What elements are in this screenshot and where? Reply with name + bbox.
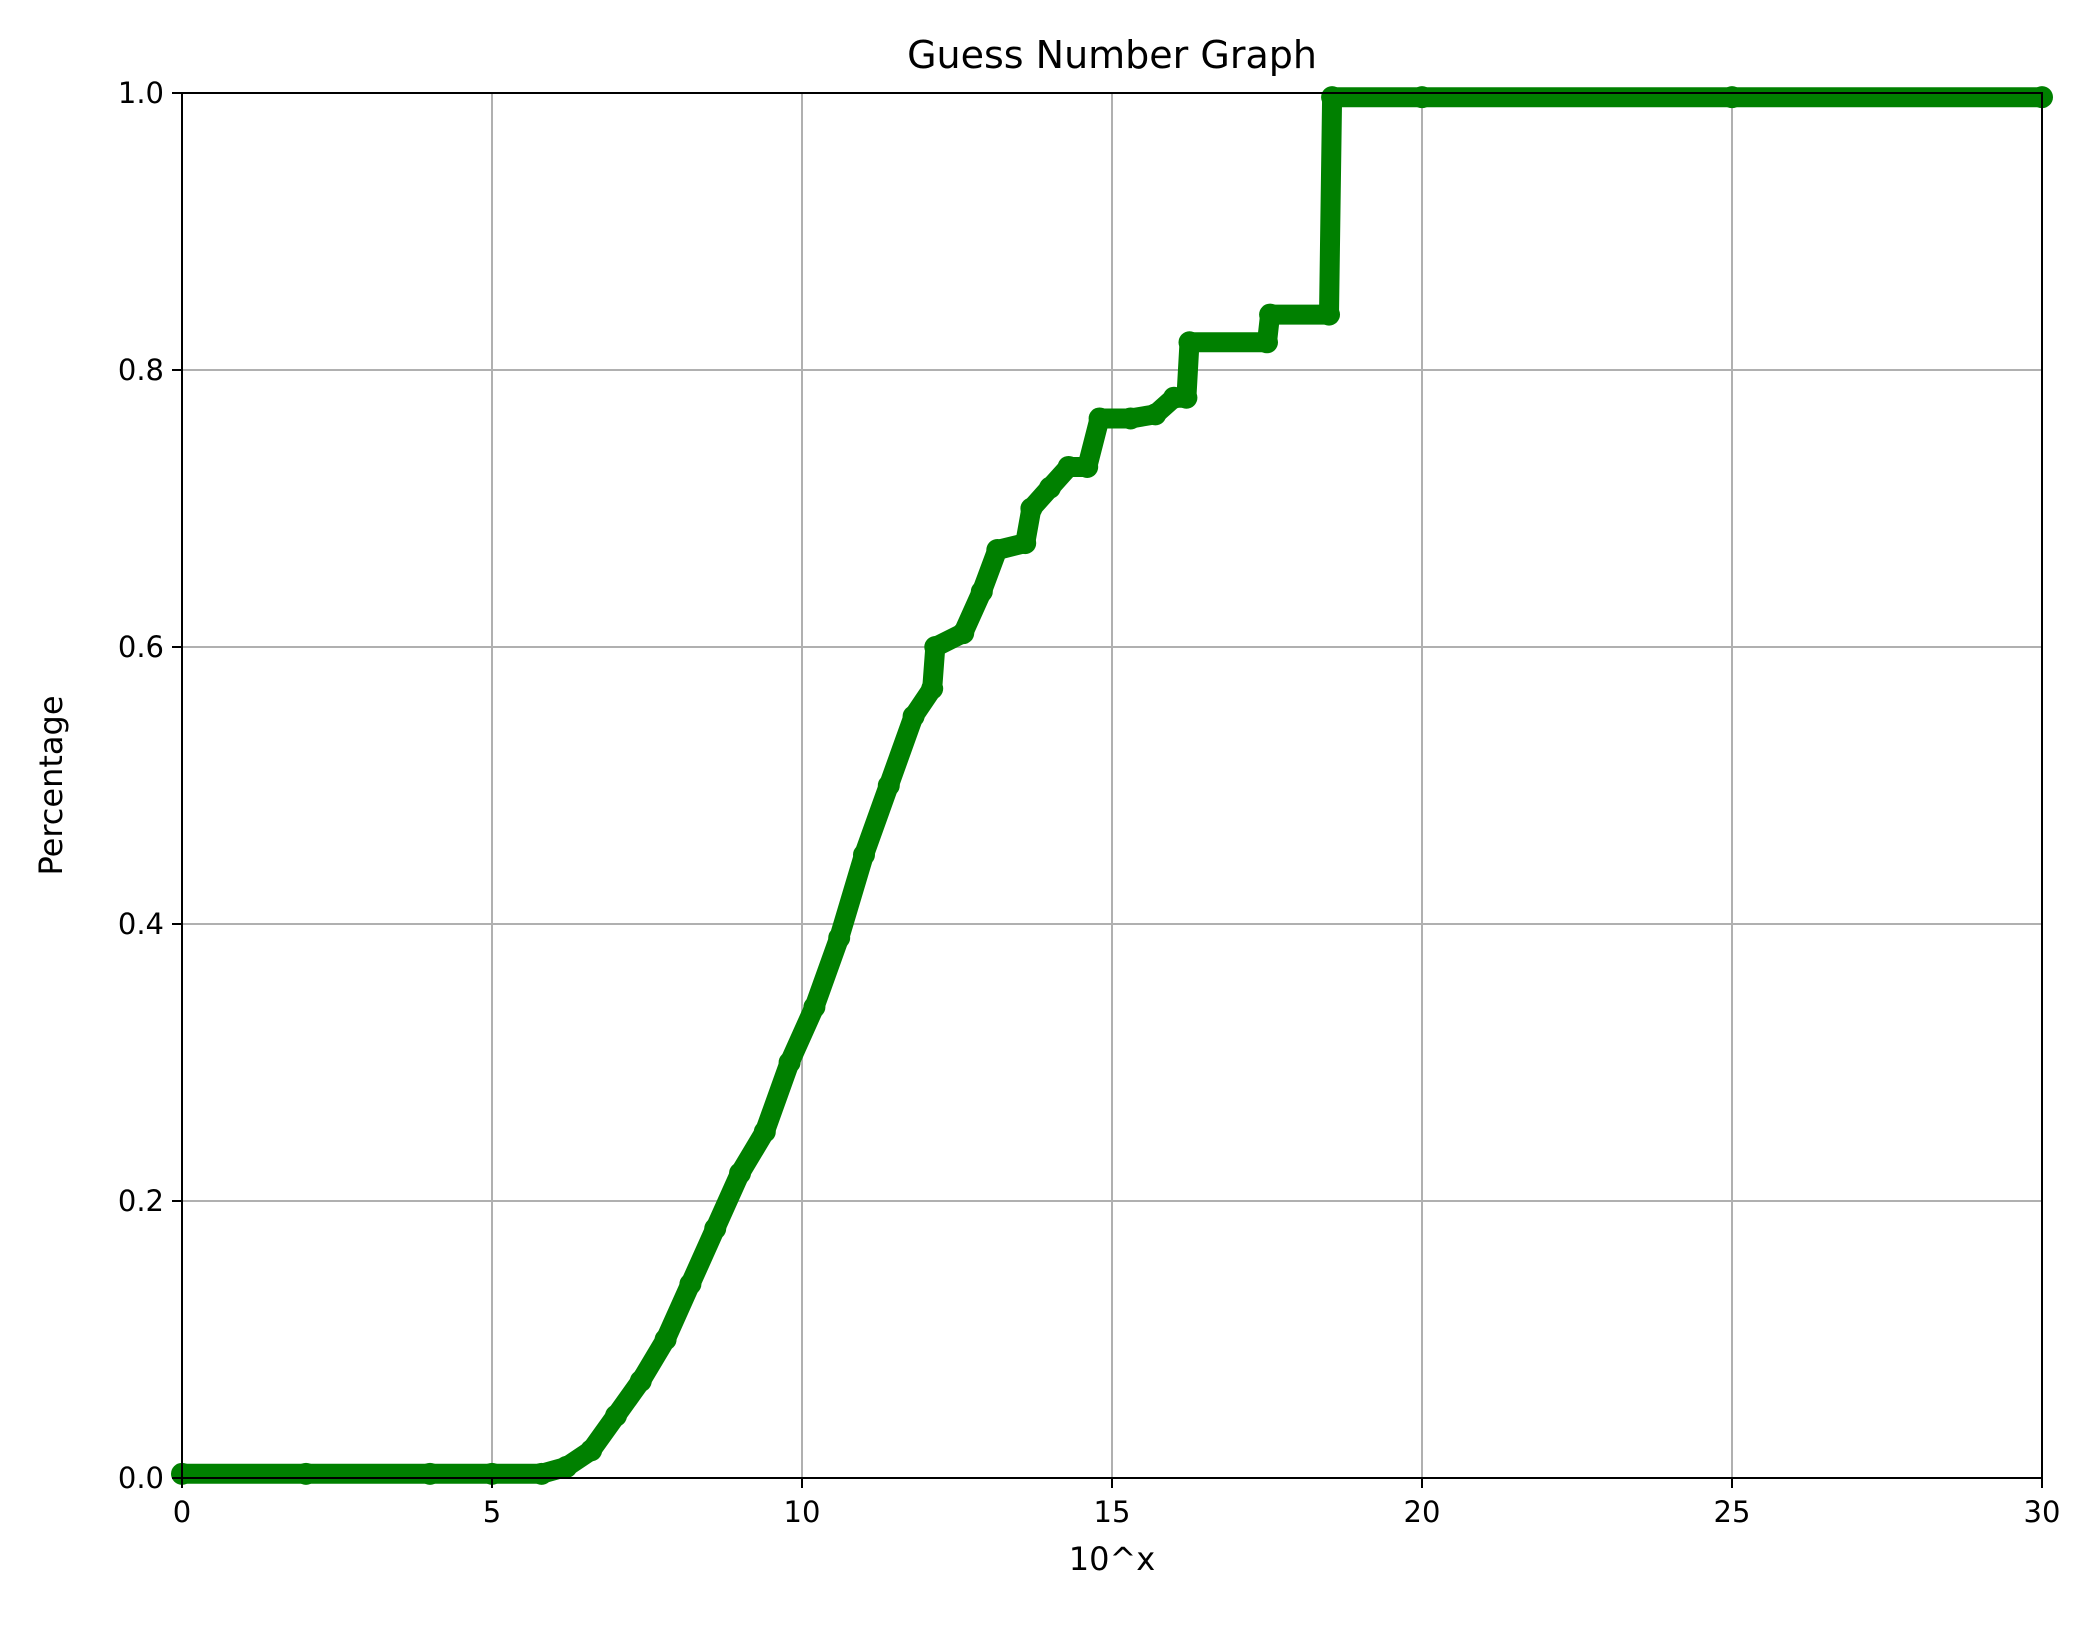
y-tick-label: 0.6 (118, 630, 164, 664)
y-tick-label: 0.8 (118, 353, 164, 387)
x-tick-label: 15 (1094, 1495, 1131, 1529)
data-point (828, 926, 851, 949)
grid (181, 92, 2043, 1479)
y-tick-label: 0.0 (118, 1461, 164, 1495)
series-line (171, 86, 2053, 1485)
data-point (629, 1370, 652, 1393)
data-point (580, 1439, 603, 1462)
data-point (605, 1404, 627, 1427)
y-axis-label: Percentage (32, 695, 70, 875)
data-point (654, 1328, 677, 1351)
data-point (1088, 407, 1111, 430)
data-point (853, 843, 875, 866)
data-point (778, 1051, 801, 1074)
data-point (753, 1120, 776, 1143)
x-axis-label: 10^x (1069, 1540, 1155, 1578)
x-tick-label: 25 (1714, 1495, 1751, 1529)
chart-title: Guess Number Graph (907, 33, 1317, 77)
y-axis: 0.0 0.2 0.4 0.6 0.8 1.0 (118, 76, 182, 1495)
x-tick-label: 10 (784, 1495, 821, 1529)
data-point (1321, 86, 1344, 109)
data-point (1411, 86, 1433, 109)
data-point (555, 1455, 578, 1478)
data-point (295, 1462, 317, 1485)
y-tick-label: 0.2 (118, 1184, 164, 1218)
x-tick-label: 30 (2024, 1495, 2061, 1529)
data-point (729, 1162, 751, 1185)
y-tick-label: 0.4 (118, 907, 164, 941)
data-point (1020, 497, 1043, 520)
data-point (1057, 455, 1080, 478)
data-point (1144, 403, 1167, 426)
x-tick-label: 0 (173, 1495, 191, 1529)
data-point (952, 622, 975, 645)
data-point (1039, 476, 1061, 499)
x-tick-label: 5 (483, 1495, 501, 1529)
data-point (1721, 86, 1743, 109)
data-point (924, 636, 947, 658)
data-point (481, 1462, 503, 1485)
data-point (1178, 331, 1201, 354)
data-point (1119, 407, 1142, 430)
y-tick-label: 1.0 (118, 76, 164, 110)
data-point (704, 1217, 727, 1240)
data-point (1175, 386, 1198, 409)
data-point (970, 580, 993, 603)
x-tick-label: 20 (1404, 1495, 1441, 1529)
data-point (1076, 455, 1099, 478)
data-point (1256, 331, 1278, 354)
data-point (530, 1462, 553, 1485)
data-point (1259, 303, 1282, 326)
data-point (679, 1273, 702, 1296)
data-point (902, 705, 925, 728)
data-point (921, 677, 944, 700)
data-point (1318, 303, 1340, 326)
data-point (1014, 532, 1037, 555)
x-axis: 0 5 10 15 20 25 30 (173, 1478, 2061, 1529)
data-point (986, 539, 1009, 562)
data-point (419, 1462, 441, 1485)
data-point (877, 774, 900, 797)
data-point (803, 996, 826, 1019)
